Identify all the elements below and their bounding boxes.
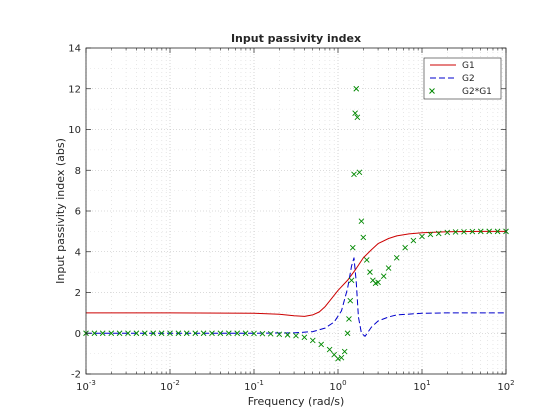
y-tick-label: 8 — [75, 166, 81, 177]
y-tick-label: 0 — [75, 329, 81, 340]
y-tick-label: 10 — [68, 125, 81, 136]
data-point — [108, 330, 115, 337]
data-point — [367, 269, 373, 275]
data-point — [427, 231, 434, 238]
data-point — [346, 316, 352, 322]
data-point — [276, 331, 283, 338]
y-tick-label: 12 — [68, 84, 81, 95]
data-point — [200, 330, 207, 337]
data-point — [125, 330, 131, 337]
chart-title: Input passivity index — [231, 32, 361, 45]
data-point — [360, 234, 367, 241]
data-point — [344, 330, 351, 337]
data-point — [167, 330, 173, 337]
series-line-g2 — [86, 257, 506, 337]
data-point — [338, 354, 345, 361]
x-axis-label: Frequency (rad/s) — [248, 395, 345, 408]
data-point — [259, 330, 266, 337]
data-point — [351, 171, 357, 178]
data-point — [347, 297, 354, 304]
y-tick-label: 6 — [75, 207, 81, 218]
data-point — [141, 330, 148, 337]
legend-label-g1: G1 — [462, 61, 475, 71]
y-tick-labels: -2 0 2 4 6 8 10 12 14 — [68, 44, 81, 381]
data-point — [354, 114, 361, 121]
legend-label-g2g1: G2*G1 — [462, 87, 492, 97]
data-point — [385, 265, 392, 271]
data-point — [461, 228, 467, 235]
data-point — [353, 85, 360, 92]
data-point — [356, 169, 363, 176]
data-point — [301, 334, 308, 341]
data-point — [469, 228, 476, 235]
series-g2g1-markers — [83, 85, 509, 362]
series-layer — [83, 85, 509, 362]
data-point — [419, 233, 425, 240]
data-point — [318, 341, 325, 348]
data-point — [192, 330, 199, 337]
data-point — [393, 255, 400, 261]
data-point — [234, 330, 241, 337]
data-point — [293, 332, 299, 339]
data-point — [133, 330, 140, 337]
y-axis-label: Input passivity index (abs) — [54, 138, 67, 284]
data-point — [410, 237, 417, 244]
data-point — [494, 228, 501, 235]
data-point — [209, 330, 215, 337]
data-point — [375, 279, 381, 286]
data-point — [267, 331, 274, 337]
data-point — [99, 330, 106, 337]
tick-marks — [85, 47, 507, 375]
data-point — [341, 348, 348, 355]
data-point — [352, 110, 358, 117]
y-tick-label: 4 — [75, 247, 81, 258]
series-line-g1 — [86, 230, 506, 317]
data-point — [326, 346, 333, 353]
legend-swatch-g2g1 — [429, 88, 435, 94]
data-point — [251, 330, 257, 337]
data-point — [444, 229, 451, 236]
y-tick-label: 2 — [75, 288, 81, 299]
data-point — [349, 244, 356, 251]
data-point — [242, 330, 249, 337]
legend: G1 G2 G2*G1 — [423, 57, 502, 100]
data-point — [335, 355, 341, 362]
data-point — [358, 218, 365, 225]
data-point — [175, 330, 182, 337]
data-point — [380, 273, 387, 280]
data-point — [435, 230, 442, 237]
data-point — [486, 228, 493, 235]
y-tick-label: -2 — [71, 370, 81, 381]
data-point — [158, 330, 165, 337]
data-point — [363, 257, 370, 263]
data-point — [116, 330, 123, 337]
data-point — [402, 244, 408, 251]
data-point — [452, 229, 459, 235]
y-tick-label: 14 — [68, 44, 81, 55]
data-point — [183, 330, 190, 337]
data-point — [217, 330, 224, 337]
data-point — [309, 337, 316, 344]
legend-label-g2: G2 — [462, 74, 475, 84]
data-point — [348, 277, 355, 284]
data-point — [225, 330, 232, 337]
data-point — [150, 330, 157, 337]
data-point — [477, 228, 484, 235]
data-point — [284, 332, 291, 338]
data-point — [91, 330, 98, 337]
